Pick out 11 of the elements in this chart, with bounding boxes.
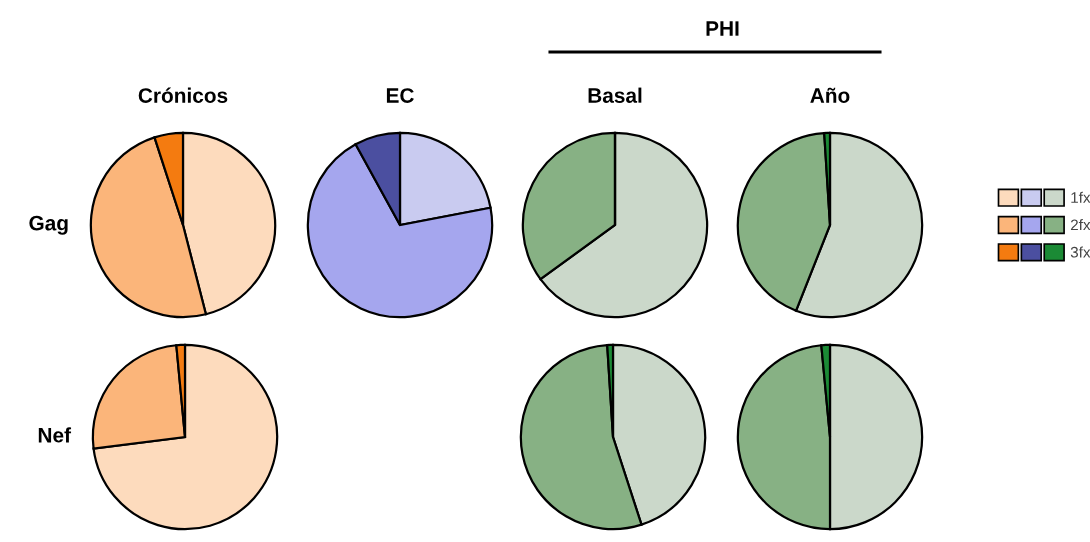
legend-label: 2fx xyxy=(1070,219,1090,231)
chart-title: Basal xyxy=(588,87,642,103)
text: PHI xyxy=(706,21,739,36)
text: Nef xyxy=(38,427,72,443)
pie-slice xyxy=(92,343,279,531)
chart-title: EC xyxy=(386,88,414,103)
text: Gag xyxy=(29,215,68,235)
chart-title: Año xyxy=(810,87,850,103)
chart-title: Crónicos xyxy=(138,87,228,103)
legend-label: 3fx xyxy=(1070,246,1090,258)
legend-label: 1fx xyxy=(1071,191,1090,203)
